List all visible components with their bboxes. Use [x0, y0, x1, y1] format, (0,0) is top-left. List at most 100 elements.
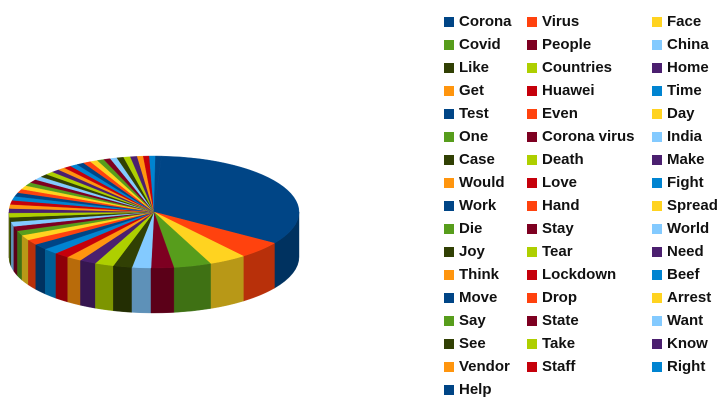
- pie-side-home: [80, 260, 96, 309]
- legend-item: China: [652, 35, 709, 55]
- legend-swatch: [652, 109, 662, 119]
- legend-swatch: [444, 86, 454, 96]
- legend-item: Joy: [444, 242, 485, 262]
- legend-swatch: [652, 132, 662, 142]
- legend-label: Home: [667, 59, 709, 76]
- legend-label: One: [459, 128, 489, 145]
- legend-item: World: [652, 219, 709, 239]
- legend-swatch: [444, 155, 454, 165]
- pie-side-people: [150, 267, 175, 314]
- legend-swatch: [527, 270, 537, 280]
- legend-item: Move: [444, 288, 497, 308]
- pie-chart: [8, 155, 300, 314]
- legend-label: People: [542, 36, 592, 53]
- pie-chart-svg: [8, 155, 300, 314]
- legend-swatch: [652, 339, 662, 349]
- legend-item: Time: [652, 81, 702, 101]
- legend-item: Think: [444, 265, 499, 285]
- pie-side-get: [67, 256, 81, 306]
- legend-item: Stay: [527, 219, 574, 239]
- legend-item: Face: [652, 12, 701, 32]
- legend-swatch: [444, 40, 454, 50]
- pie-side-day: [21, 234, 29, 286]
- legend-item: Love: [527, 173, 577, 193]
- legend-item: One: [444, 127, 488, 147]
- legend-label: Get: [459, 82, 485, 99]
- legend-item: Test: [444, 104, 489, 124]
- legend-swatch: [652, 316, 662, 326]
- legend-item: India: [652, 127, 702, 147]
- legend-item: Virus: [527, 12, 579, 32]
- legend-label: Die: [459, 220, 483, 237]
- legend-label: State: [542, 312, 579, 329]
- pie-side-one: [17, 230, 23, 281]
- pie-side-case: [9, 217, 12, 267]
- legend-swatch: [444, 63, 454, 73]
- legend-item: Staff: [527, 357, 575, 377]
- pie-side-time: [45, 248, 57, 299]
- legend-swatch: [652, 155, 662, 165]
- legend-item: Get: [444, 81, 484, 101]
- legend-label: Like: [459, 59, 490, 76]
- legend-swatch: [527, 178, 537, 188]
- legend-swatch: [527, 316, 537, 326]
- legend-item: Say: [444, 311, 486, 331]
- pie-side-test: [35, 244, 46, 295]
- pie-side-corona-virus: [13, 225, 18, 277]
- legend-label: Tear: [542, 243, 573, 260]
- legend-swatch: [652, 247, 662, 257]
- legend-label: Beef: [667, 266, 700, 283]
- legend-label: Staff: [542, 358, 576, 375]
- legend-label: Spread: [667, 197, 718, 214]
- legend-item: Beef: [652, 265, 700, 285]
- legend-swatch: [444, 109, 454, 119]
- legend-label: Huawei: [542, 82, 595, 99]
- legend-item: Even: [527, 104, 578, 124]
- legend-label: Test: [459, 105, 489, 122]
- legend-item: Case: [444, 150, 495, 170]
- legend-swatch: [444, 316, 454, 326]
- legend-label: Work: [459, 197, 497, 214]
- legend-label: Even: [542, 105, 578, 122]
- legend-item: Covid: [444, 35, 501, 55]
- legend-swatch: [527, 109, 537, 119]
- legend-item: Know: [652, 334, 708, 354]
- legend-label: Case: [459, 151, 495, 168]
- legend-label: Covid: [459, 36, 501, 53]
- legend-swatch: [527, 132, 537, 142]
- legend-swatch: [527, 40, 537, 50]
- legend-label: Know: [667, 335, 708, 352]
- pie-side-india: [10, 221, 15, 272]
- legend-swatch: [652, 17, 662, 27]
- legend-swatch: [444, 224, 454, 234]
- legend-swatch: [652, 224, 662, 234]
- legend-swatch: [652, 293, 662, 303]
- legend-swatch: [527, 201, 537, 211]
- legend-label: India: [667, 128, 703, 145]
- legend-label: Arrest: [667, 289, 712, 306]
- legend-label: Vendor: [459, 358, 510, 375]
- legend-label: Drop: [542, 289, 577, 306]
- legend-label: Countries: [542, 59, 613, 76]
- legend-item: Like: [444, 58, 489, 78]
- legend-swatch: [652, 178, 662, 188]
- legend-label: Day: [667, 105, 695, 122]
- legend-item: Countries: [527, 58, 612, 78]
- legend-item: People: [527, 35, 591, 55]
- legend-item: Hand: [527, 196, 580, 216]
- legend-item: Home: [652, 58, 709, 78]
- legend-label: Corona: [459, 13, 512, 30]
- legend-label: Virus: [542, 13, 580, 30]
- legend-label: Need: [667, 243, 704, 260]
- legend-label: Stay: [542, 220, 574, 237]
- legend-label: Would: [459, 174, 505, 191]
- legend-swatch: [527, 155, 537, 165]
- legend-swatch: [444, 339, 454, 349]
- legend-swatch: [444, 247, 454, 257]
- legend-swatch: [652, 362, 662, 372]
- legend-label: Take: [542, 335, 576, 352]
- legend-label: Lockdown: [542, 266, 617, 283]
- legend-swatch: [444, 201, 454, 211]
- legend-label: Make: [667, 151, 705, 168]
- legend-item: Make: [652, 150, 705, 170]
